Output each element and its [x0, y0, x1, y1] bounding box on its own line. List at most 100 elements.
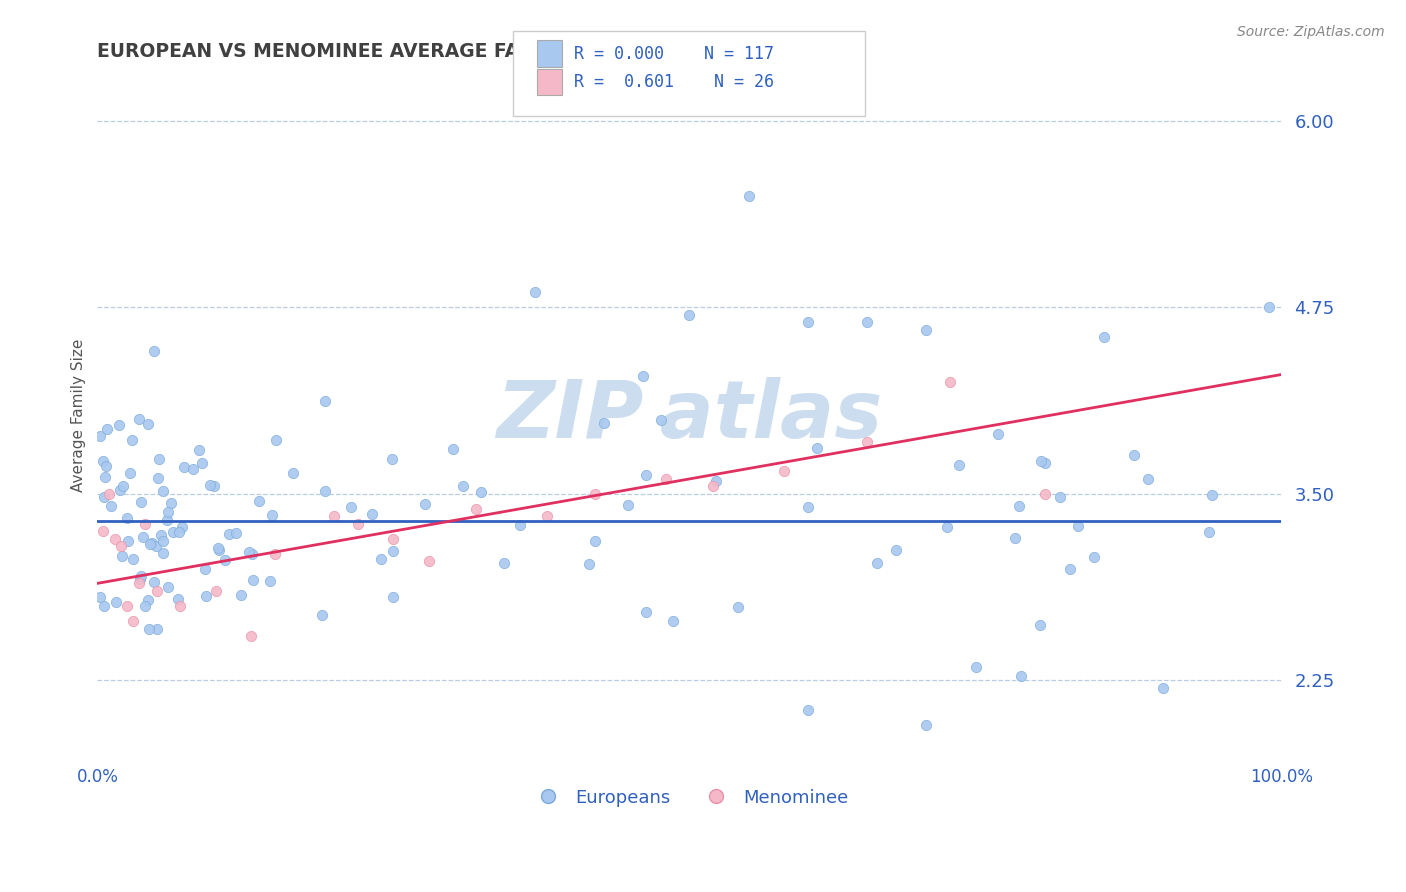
- Point: [948, 458, 970, 473]
- Point: [208, 542, 231, 557]
- Point: [418, 554, 440, 568]
- Point: [323, 509, 346, 524]
- Point: [143, 343, 166, 358]
- Text: EUROPEAN VS MENOMINEE AVERAGE FAMILY SIZE CORRELATION CHART: EUROPEAN VS MENOMINEE AVERAGE FAMILY SIZ…: [97, 42, 852, 61]
- Point: [915, 718, 938, 732]
- Point: [169, 599, 191, 613]
- Point: [128, 576, 150, 591]
- Point: [89, 428, 111, 442]
- Point: [129, 572, 152, 586]
- Point: [143, 575, 166, 590]
- Point: [169, 524, 191, 539]
- Point: [382, 590, 405, 604]
- Point: [93, 490, 115, 504]
- Point: [214, 553, 236, 567]
- Point: [132, 530, 155, 544]
- Point: [204, 583, 226, 598]
- Point: [240, 629, 263, 643]
- Point: [370, 552, 392, 566]
- Point: [678, 308, 700, 322]
- Point: [583, 534, 606, 549]
- Point: [100, 499, 122, 513]
- Point: [592, 416, 614, 430]
- Point: [381, 452, 404, 467]
- Legend: Europeans, Menominee: Europeans, Menominee: [523, 781, 855, 814]
- Point: [935, 520, 957, 534]
- Point: [866, 556, 889, 570]
- Point: [650, 413, 672, 427]
- Point: [661, 614, 683, 628]
- Point: [314, 483, 336, 498]
- Point: [111, 479, 134, 493]
- Point: [167, 592, 190, 607]
- Point: [91, 524, 114, 538]
- Point: [1067, 519, 1090, 533]
- Point: [494, 556, 516, 570]
- Point: [634, 467, 657, 482]
- Point: [152, 534, 174, 549]
- Point: [148, 451, 170, 466]
- Point: [509, 517, 531, 532]
- Point: [796, 315, 818, 329]
- Point: [634, 606, 657, 620]
- Point: [631, 368, 654, 383]
- Point: [225, 526, 247, 541]
- Point: [702, 479, 724, 493]
- Point: [796, 500, 818, 514]
- Point: [886, 543, 908, 558]
- Point: [159, 496, 181, 510]
- Point: [1010, 669, 1032, 683]
- Point: [1049, 490, 1071, 504]
- Point: [1008, 499, 1031, 513]
- Point: [128, 411, 150, 425]
- Point: [1258, 301, 1281, 315]
- Point: [314, 394, 336, 409]
- Point: [156, 505, 179, 519]
- Point: [259, 574, 281, 588]
- Point: [104, 532, 127, 546]
- Point: [1092, 330, 1115, 344]
- Point: [283, 466, 305, 480]
- Point: [915, 323, 938, 337]
- Point: [134, 516, 156, 531]
- Point: [195, 589, 218, 603]
- Point: [191, 456, 214, 470]
- Point: [162, 524, 184, 539]
- Point: [129, 568, 152, 582]
- Point: [98, 487, 121, 501]
- Point: [145, 539, 167, 553]
- Point: [451, 479, 474, 493]
- Point: [89, 590, 111, 604]
- Point: [136, 417, 159, 431]
- Point: [727, 599, 749, 614]
- Point: [108, 483, 131, 498]
- Point: [1033, 487, 1056, 501]
- Point: [94, 470, 117, 484]
- Point: [202, 479, 225, 493]
- Point: [117, 533, 139, 548]
- Point: [118, 467, 141, 481]
- Point: [340, 500, 363, 514]
- Point: [311, 608, 333, 623]
- Point: [156, 514, 179, 528]
- Point: [382, 544, 405, 558]
- Point: [737, 188, 759, 202]
- Point: [1059, 562, 1081, 576]
- Point: [796, 703, 818, 717]
- Point: [536, 509, 558, 524]
- Point: [172, 519, 194, 533]
- Point: [146, 471, 169, 485]
- Point: [1152, 681, 1174, 695]
- Point: [96, 422, 118, 436]
- Point: [1136, 471, 1159, 485]
- Point: [1033, 456, 1056, 470]
- Point: [146, 622, 169, 636]
- Point: [1201, 487, 1223, 501]
- Text: Source: ZipAtlas.com: Source: ZipAtlas.com: [1237, 25, 1385, 39]
- Point: [965, 660, 987, 674]
- Point: [152, 483, 174, 498]
- Point: [110, 539, 132, 553]
- Point: [115, 511, 138, 525]
- Point: [181, 462, 204, 476]
- Point: [156, 580, 179, 594]
